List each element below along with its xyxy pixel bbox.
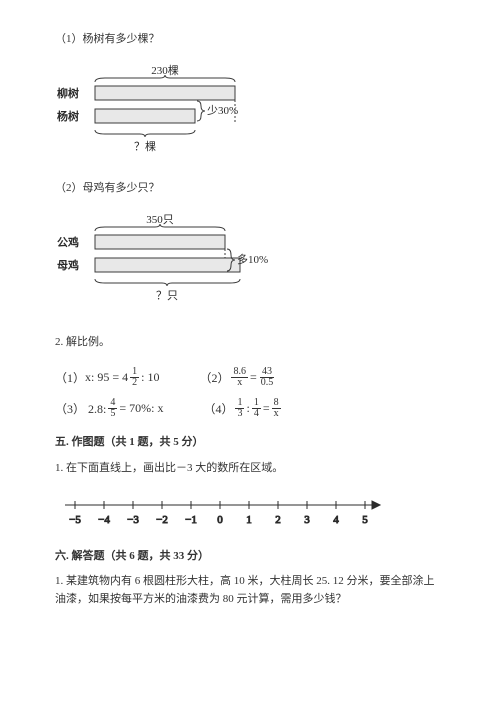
d1-brace-bottom xyxy=(95,130,195,137)
d1-brace-pct xyxy=(197,101,205,121)
svg-text:−1: −1 xyxy=(185,514,197,526)
d1-pct: 少30% xyxy=(207,104,238,117)
p2-pre: （2） xyxy=(199,369,229,386)
svg-text:0: 0 xyxy=(217,514,223,526)
question-2-text: （2）母鸡有多少只？ xyxy=(55,182,160,194)
p2-f1d: x xyxy=(235,378,244,388)
diagram-1: 230棵 柳树 杨树 少30% ？棵 xyxy=(55,64,445,159)
section-6-title: 六. 解答题（共 6 题，共 33 分） xyxy=(55,547,445,563)
sec5-q1-text: 1. 在下面直线上，画出比－3 大的数所在区域。 xyxy=(55,462,283,474)
p1-post: : 10 xyxy=(141,370,159,385)
d1-bar-liu xyxy=(95,86,235,100)
p4-pre: （4） xyxy=(203,400,233,417)
svg-text:1: 1 xyxy=(246,514,252,526)
d2-brace-bottom xyxy=(95,279,240,286)
d2-mu-label: 母鸡 xyxy=(57,258,79,272)
prop-row-2: （3） 2.8: 4 5 = 70%: x （4） 1 3 : 1 4 = 8 … xyxy=(55,398,445,419)
prop-3: （3） 2.8: 4 5 = 70%: x xyxy=(55,398,163,419)
p4-f2: 1 4 xyxy=(252,398,261,419)
p4-f3: 8 x xyxy=(272,398,281,419)
p4-f3d: x xyxy=(272,409,281,419)
d2-gong-label: 公鸡 xyxy=(57,235,79,249)
question-2: （2）母鸡有多少只？ xyxy=(55,179,445,195)
p3-mid: = 70%: x xyxy=(119,401,163,416)
d2-qk: ？只 xyxy=(156,290,178,302)
prop-1: （1） x: 95 = 4 1 2 : 10 xyxy=(55,367,159,388)
p4-f2d: 4 xyxy=(252,409,261,419)
question-1-text: （1）杨树有多少棵？ xyxy=(55,33,160,45)
sec5-q1: 1. 在下面直线上，画出比－3 大的数所在区域。 xyxy=(55,459,445,475)
p1-frac-d: 2 xyxy=(130,378,139,388)
p3-fd: 5 xyxy=(108,409,117,419)
p1-expr: x: 95 = 4 xyxy=(85,370,128,385)
sec6-q1: 1. 某建筑物内有 6 根圆柱形大柱，高 10 米，大柱周长 25. 12 分米… xyxy=(55,573,445,608)
svg-text:−4: −4 xyxy=(98,514,110,526)
p3-pre: （3） 2.8: xyxy=(55,400,106,417)
numline-arrow xyxy=(372,501,380,509)
p4-c1: : xyxy=(246,401,249,416)
d1-qk: ？棵 xyxy=(134,139,156,153)
svg-text:−2: −2 xyxy=(156,514,168,526)
d1-yang-label: 杨树 xyxy=(57,109,79,123)
svg-text:−3: −3 xyxy=(127,514,139,526)
svg-text:−5: −5 xyxy=(69,514,81,526)
svg-text:3: 3 xyxy=(304,514,310,526)
proportion-title: 2. 解比例。 xyxy=(55,333,445,349)
prop-4: （4） 1 3 : 1 4 = 8 x xyxy=(203,398,282,419)
p2-f2d: 0.5 xyxy=(259,378,276,388)
d1-liu-label: 柳树 xyxy=(57,86,79,100)
d2-bar-gong xyxy=(95,235,225,249)
svg-text:5: 5 xyxy=(362,514,368,526)
d2-brace-top xyxy=(95,224,225,231)
d1-brace-top xyxy=(95,75,235,82)
svg-text:2: 2 xyxy=(275,514,281,526)
prop-row-1: （1） x: 95 = 4 1 2 : 10 （2） 8.6 x = 43 0.… xyxy=(55,367,445,388)
d1-bar-yang xyxy=(95,109,195,123)
p2-f1: 8.6 x xyxy=(231,367,248,388)
proportion-title-text: 2. 解比例。 xyxy=(55,336,110,348)
p3-frac: 4 5 xyxy=(108,398,117,419)
diagram-2: 350只 公鸡 母鸡 多10% ？只 xyxy=(55,213,445,313)
p4-f1d: 3 xyxy=(235,409,244,419)
section-5-title: 五. 作图题（共 1 题，共 5 分） xyxy=(55,433,445,449)
p4-eq: = xyxy=(263,401,270,416)
p2-f2: 43 0.5 xyxy=(259,367,276,388)
section-5-title-text: 五. 作图题（共 1 题，共 5 分） xyxy=(55,436,204,448)
question-1: （1）杨树有多少棵？ xyxy=(55,30,445,46)
p1-frac: 1 2 xyxy=(130,367,139,388)
p2-eq: = xyxy=(250,370,257,385)
d2-pct: 多10% xyxy=(237,252,268,266)
svg-text:4: 4 xyxy=(333,514,339,526)
sec6-q1-text: 1. 某建筑物内有 6 根圆柱形大柱，高 10 米，大柱周长 25. 12 分米… xyxy=(55,575,435,605)
p4-f1: 1 3 xyxy=(235,398,244,419)
d2-bar-mu xyxy=(95,258,240,272)
p1-pre: （1） xyxy=(55,369,85,386)
prop-2: （2） 8.6 x = 43 0.5 xyxy=(199,367,277,388)
section-6-title-text: 六. 解答题（共 6 题，共 33 分） xyxy=(55,550,209,562)
number-line: −5 −4 −3 −2 −1 0 1 2 3 4 5 xyxy=(55,493,445,529)
